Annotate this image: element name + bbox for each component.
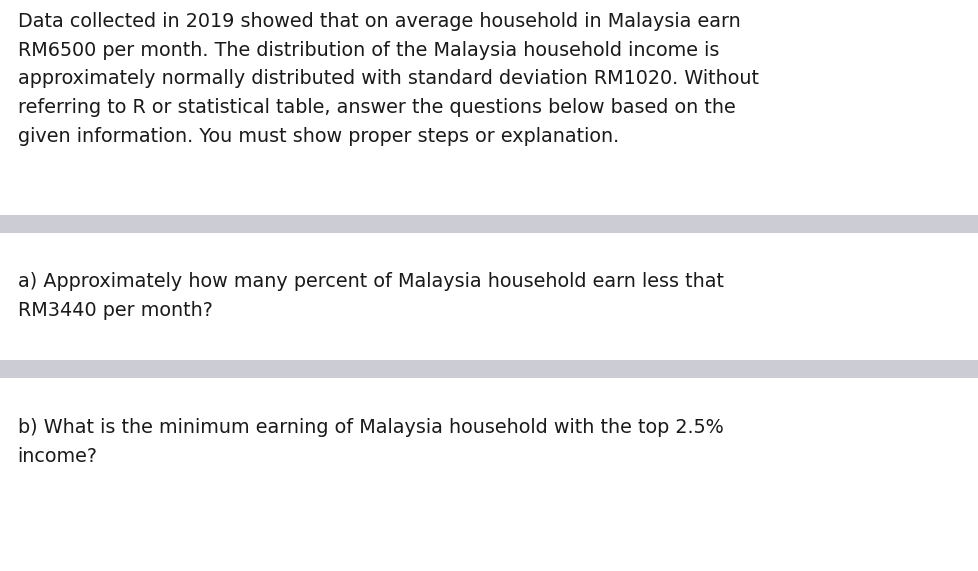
Text: a) Approximately how many percent of Malaysia household earn less that
RM3440 pe: a) Approximately how many percent of Mal… [18,272,723,320]
Bar [0,215,978,233]
Bar [0,360,978,378]
Text: Data collected in 2019 showed that on average household in Malaysia earn
RM6500 : Data collected in 2019 showed that on av… [18,12,758,146]
Text: b) What is the minimum earning of Malaysia household with the top 2.5%
income?: b) What is the minimum earning of Malays… [18,418,723,466]
